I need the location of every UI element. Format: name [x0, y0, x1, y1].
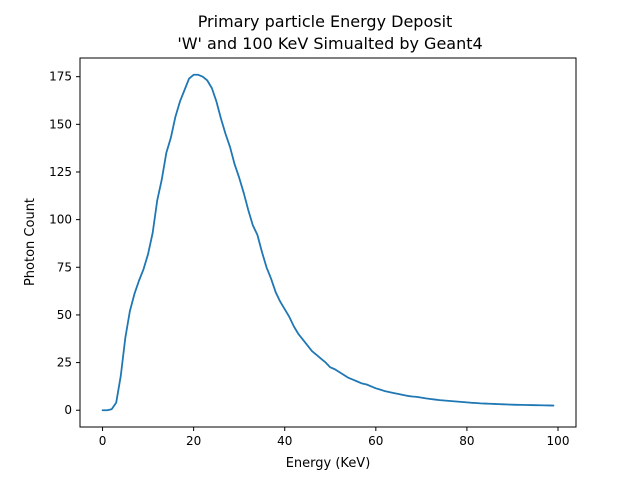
- x-tick-label: 20: [186, 434, 201, 448]
- y-tick-label: 50: [57, 308, 72, 322]
- y-tick-label: 0: [64, 403, 72, 417]
- y-axis-label: Photon Count: [23, 198, 38, 286]
- y-tick-label: 100: [49, 213, 72, 227]
- y-tick-label: 150: [49, 117, 72, 131]
- x-tick-label: 0: [99, 434, 107, 448]
- x-tick-label: 100: [547, 434, 570, 448]
- series-line-0: [101, 73, 555, 412]
- plot-frame: [79, 57, 577, 428]
- y-tick-label: 75: [57, 260, 72, 274]
- y-tick-label: 25: [57, 356, 72, 370]
- chart-title-line-1: Primary particle Energy Deposit: [198, 12, 453, 31]
- chart-title-line-2: 'W' and 100 KeV Simualted by Geant4: [177, 34, 482, 53]
- series-layer: [101, 73, 555, 412]
- axis-ticks: 0 20 40 60 80 100 0 25 50 75 100 125 150 175: [49, 70, 569, 448]
- x-axis-label: Energy (KeV): [286, 456, 371, 471]
- y-tick-label: 175: [49, 70, 72, 84]
- x-tick-label: 80: [459, 434, 474, 448]
- x-tick-label: 60: [368, 434, 383, 448]
- x-tick-label: 40: [277, 434, 292, 448]
- y-tick-label: 125: [49, 165, 72, 179]
